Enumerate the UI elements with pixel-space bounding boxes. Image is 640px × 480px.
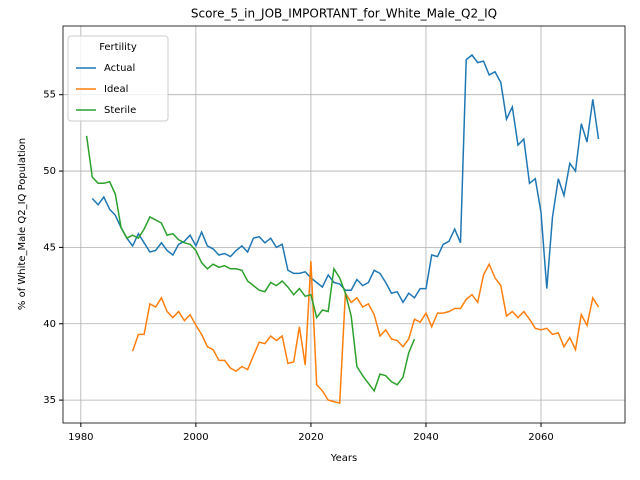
series-line <box>131 261 600 405</box>
y-tick-label: 40 <box>43 319 56 330</box>
y-tick-label: 45 <box>43 242 56 253</box>
x-axis-label: Years <box>330 453 357 464</box>
x-tick-label: 2020 <box>298 432 323 443</box>
series-line <box>85 135 416 393</box>
x-tick-label: 2040 <box>413 432 438 443</box>
x-tick-label: 1980 <box>68 432 93 443</box>
y-tick-label: 50 <box>43 166 56 177</box>
legend-title: Fertility <box>99 42 137 53</box>
legend-label: Sterile <box>104 105 136 116</box>
series-line <box>91 53 600 304</box>
legend-box <box>67 35 169 122</box>
y-tick-label: 35 <box>43 395 56 406</box>
legend-label: Ideal <box>104 84 128 95</box>
y-tick-label: 55 <box>43 90 56 101</box>
x-tick-label: 2000 <box>183 432 208 443</box>
y-axis-label: % of White_Male Q2_IQ Population <box>17 138 28 310</box>
plot-frame <box>62 25 626 424</box>
legend-label: Actual <box>104 63 135 74</box>
x-tick-label: 2060 <box>528 432 553 443</box>
chart-title: Score_5_in_JOB_IMPORTANT_for_White_Male_… <box>191 7 497 21</box>
